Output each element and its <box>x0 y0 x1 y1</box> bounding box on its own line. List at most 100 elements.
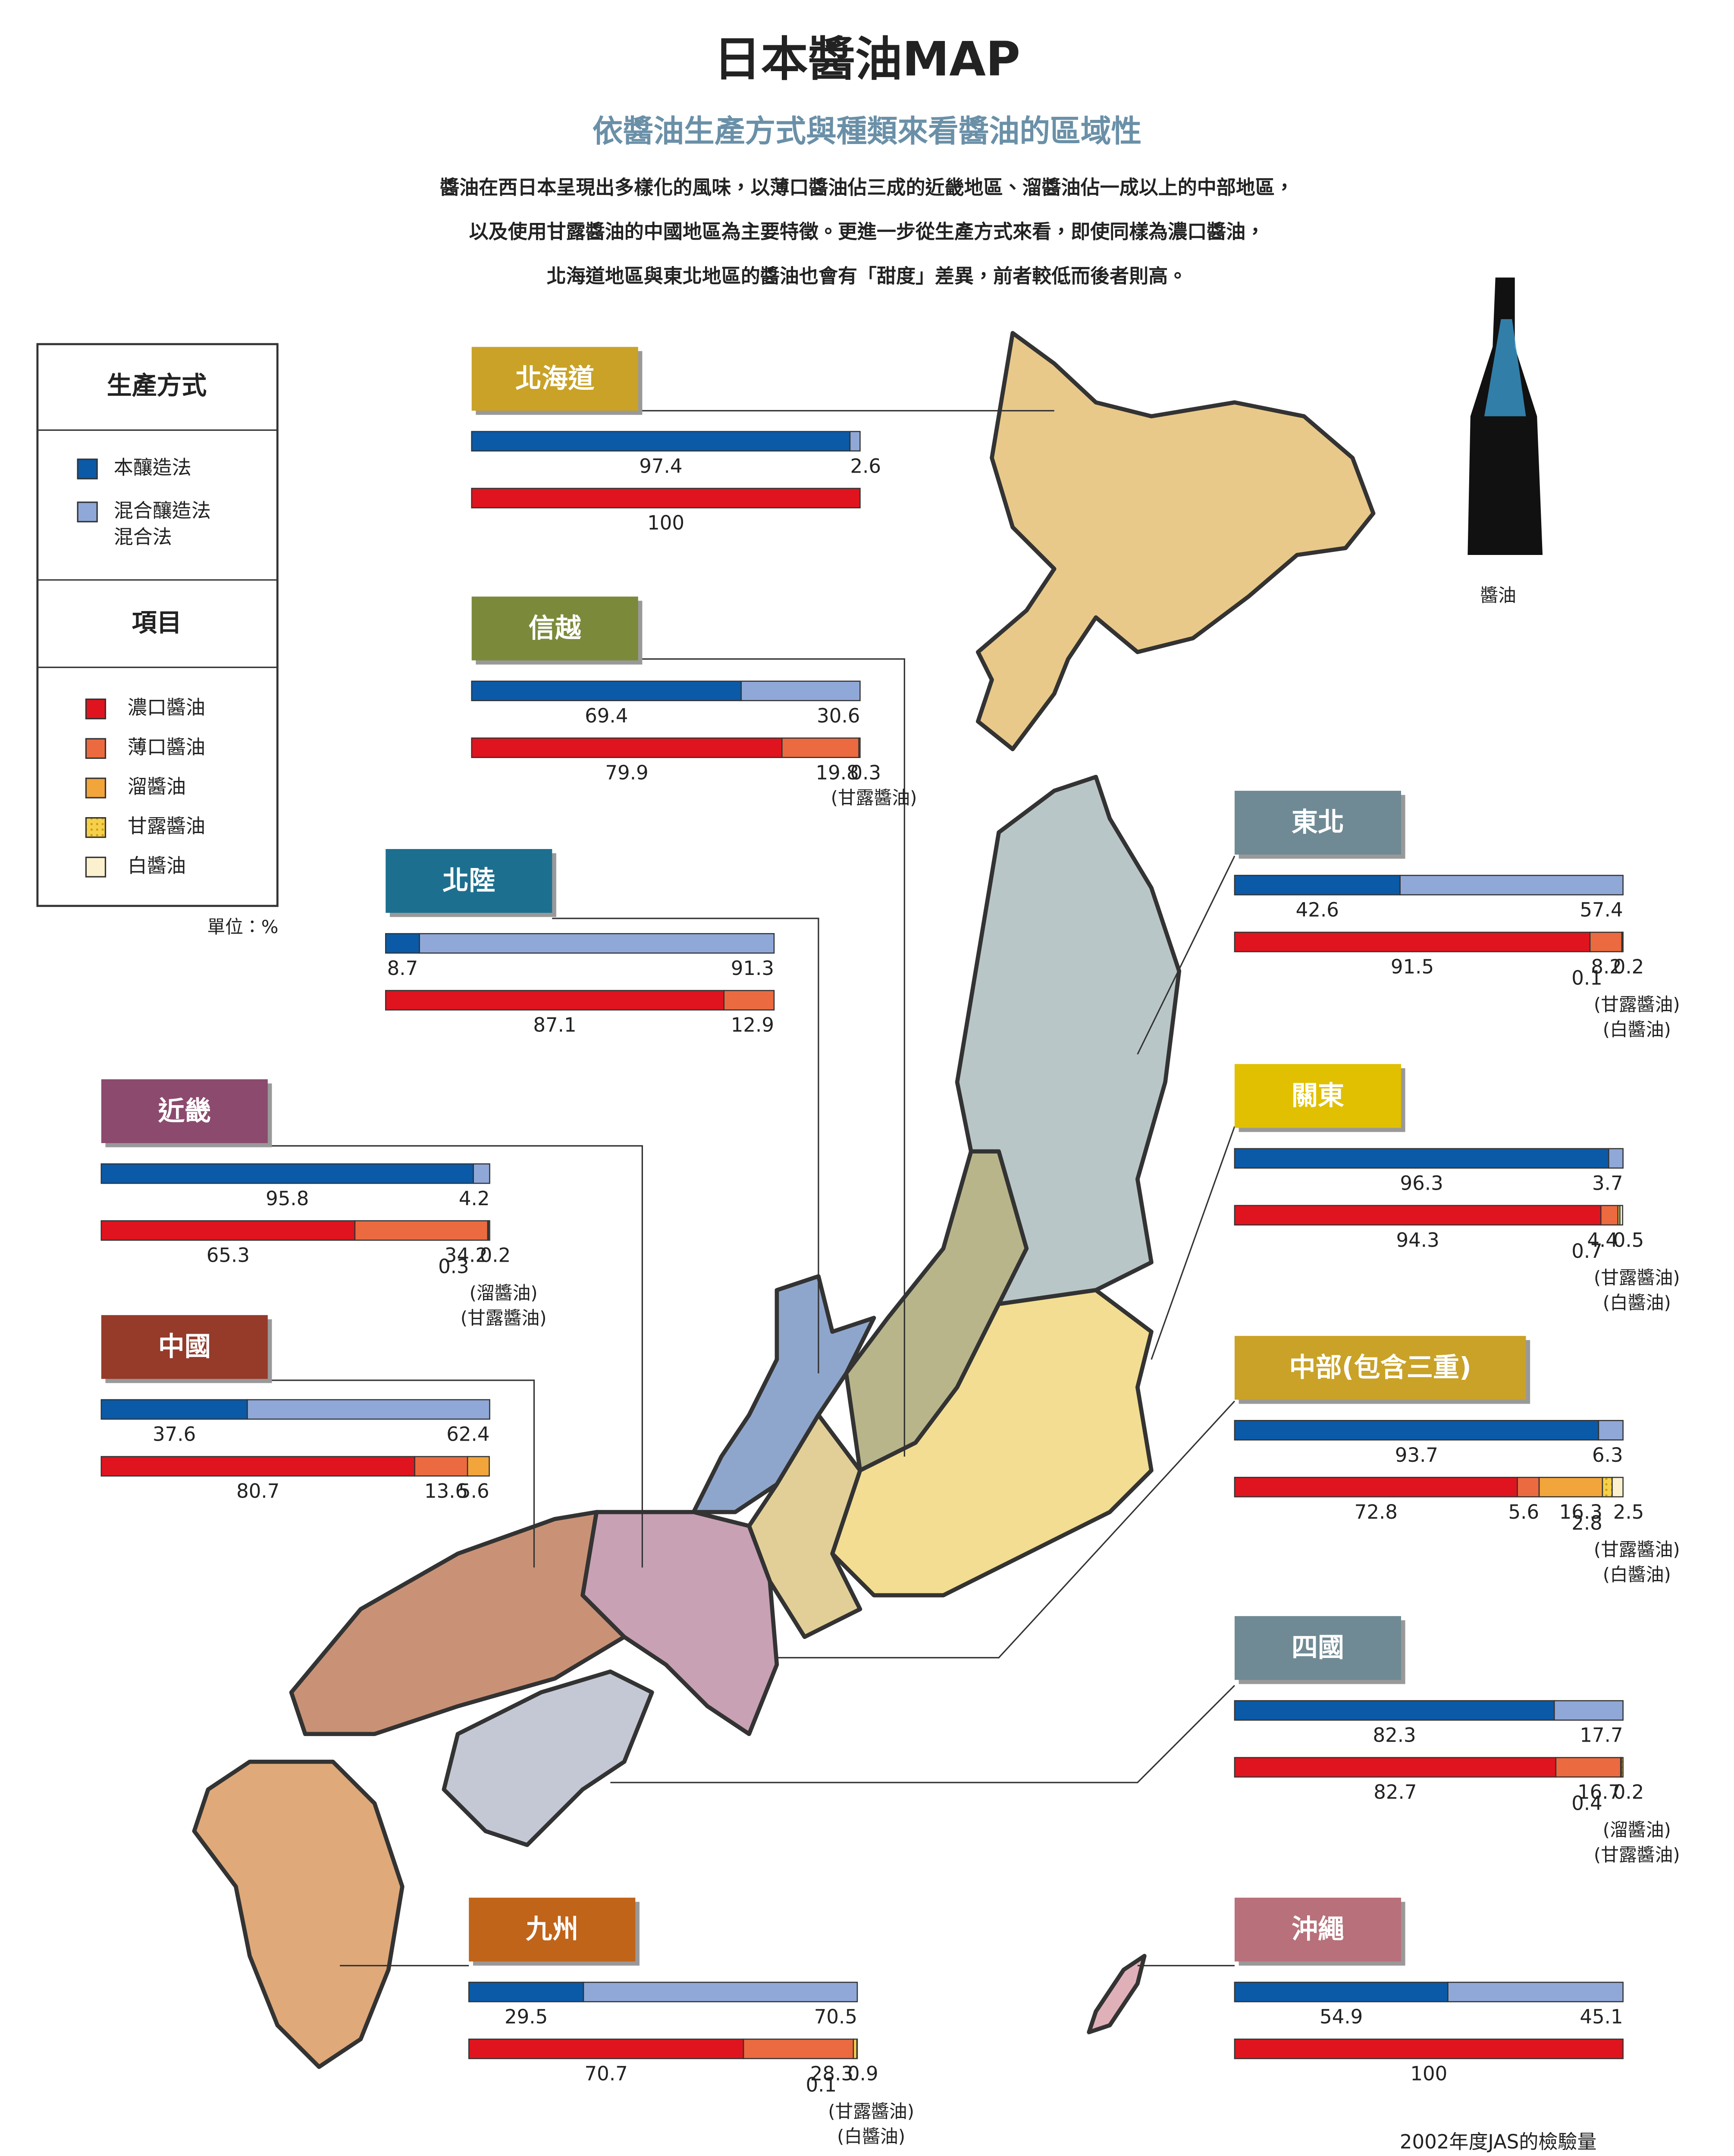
bar-segment <box>100 1220 356 1241</box>
value-label: 0.2 <box>1613 956 1644 978</box>
bar-segment <box>1600 1205 1619 1226</box>
note-label: (甘露醬油) <box>1594 1539 1680 1560</box>
value-label: 12.9 <box>731 1014 774 1037</box>
note-label: (溜醬油) <box>470 1282 538 1304</box>
bar-segment <box>473 1163 490 1184</box>
bar-segment <box>419 933 775 954</box>
region-name: 北陸 <box>442 865 495 896</box>
value-label: 70.5 <box>814 2006 857 2028</box>
value-label: 0.2 <box>1613 1781 1644 1804</box>
bar-segment <box>1399 874 1624 896</box>
legend-swatch <box>85 856 107 877</box>
bar-segment <box>740 680 861 702</box>
legend-swatch <box>85 817 107 838</box>
title: 日本醬油MAP <box>714 31 1020 87</box>
bar-segment <box>1602 1476 1613 1498</box>
bar-segment <box>100 1399 248 1420</box>
value-label: 91.3 <box>731 957 774 980</box>
value-label: 96.3 <box>1400 1172 1443 1194</box>
source: 2002年度JAS的檢驗量 <box>1400 2130 1597 2153</box>
legend-label: 本釀造法 <box>114 456 191 479</box>
region-header <box>471 347 638 411</box>
subtitle: 依醬油生產方式與種類來看醬油的區域性 <box>593 113 1142 149</box>
region-header <box>1234 1616 1401 1680</box>
bar-segment <box>468 2038 744 2059</box>
region-name: 沖繩 <box>1292 1914 1344 1945</box>
legend-swatch <box>85 738 107 759</box>
note-label: (白醬油) <box>837 2126 905 2147</box>
leader-lines <box>263 410 1235 1967</box>
note-label: (甘露醬油) <box>1594 1844 1680 1865</box>
region-name: 近畿 <box>158 1096 211 1126</box>
region-header <box>101 1315 268 1379</box>
bar-segment <box>385 933 420 954</box>
value-label: 65.3 <box>207 1244 250 1267</box>
value-label: 16.7 <box>1577 1781 1621 1804</box>
value-label: 16.3 <box>1559 1501 1602 1523</box>
note-label: (甘露醬油) <box>1594 994 1680 1015</box>
region-header <box>1234 1064 1401 1128</box>
value-label: 62.4 <box>446 1423 489 1446</box>
legend-swatch <box>77 458 98 479</box>
legend: 生產方式 項目 <box>36 343 279 907</box>
value-label: 13.6 <box>424 1480 467 1503</box>
value-label: 34.2 <box>445 1244 488 1267</box>
description: 醬油在西日本呈現出多樣化的風味，以薄口醬油佔三成的近畿地區、溜醬油佔一成以上的中… <box>440 176 1294 199</box>
note-label: (甘露醬油) <box>1594 1267 1680 1288</box>
region-header <box>1234 1336 1526 1400</box>
value-label: 8.2 <box>1591 956 1622 978</box>
value-label: 0.5 <box>1613 1228 1644 1251</box>
value-label: 3.7 <box>1592 1172 1623 1194</box>
legend-swatch <box>85 698 107 720</box>
value-label: 70.7 <box>585 2062 628 2085</box>
region-header <box>471 596 638 661</box>
region-header <box>1234 790 1401 855</box>
bar-segment <box>354 1220 489 1241</box>
value-label: 0.9 <box>847 2062 878 2085</box>
bar-segment <box>100 1456 415 1477</box>
legend-label: 白醬油 <box>128 854 186 877</box>
region-header <box>469 1897 636 1962</box>
legend-label: 薄口醬油 <box>128 736 205 758</box>
region-name: 中國 <box>158 1332 211 1362</box>
bar-segment <box>1234 1205 1602 1226</box>
value-label: 5.6 <box>458 1480 489 1503</box>
region-name: 信越 <box>529 613 582 643</box>
value-label: 2.8 <box>1571 1512 1602 1535</box>
value-label: 95.8 <box>266 1187 309 1210</box>
bar-segment <box>468 1981 584 2002</box>
legend-heading: 生產方式 <box>107 371 207 400</box>
value-label: 0.2 <box>480 1244 511 1267</box>
value-label: 8.7 <box>387 957 418 980</box>
value-label: 6.3 <box>1592 1444 1623 1467</box>
value-label: 4.4 <box>1587 1228 1618 1251</box>
bar-segment <box>414 1456 468 1477</box>
note-label: (白醬油) <box>1603 1019 1671 1040</box>
value-label: 19.8 <box>815 761 859 784</box>
value-label: 100 <box>647 511 684 534</box>
value-label: 87.1 <box>533 1014 576 1037</box>
bar-segment <box>100 1163 474 1184</box>
value-label: 0.7 <box>1571 1240 1602 1263</box>
value-label: 100 <box>1410 2062 1447 2085</box>
value-label: 82.7 <box>1373 1781 1417 1804</box>
value-label: 5.6 <box>1508 1501 1540 1523</box>
value-label: 28.3 <box>810 2062 853 2085</box>
bar-segment <box>1608 1148 1624 1169</box>
bar-segment <box>1589 931 1623 953</box>
legend-label: 濃口醬油 <box>128 696 205 719</box>
bar-segment <box>1234 874 1401 896</box>
note-label: (溜醬油) <box>1603 1819 1671 1840</box>
bar-segment <box>1234 1700 1555 1721</box>
bar-segment <box>781 737 860 758</box>
value-label: 37.6 <box>153 1423 196 1446</box>
value-label: 2.5 <box>1613 1501 1644 1523</box>
bar-segment <box>1234 1476 1518 1498</box>
unit-label: 單位：% <box>207 916 278 937</box>
bar-segment <box>1234 931 1591 953</box>
value-label: 0.1 <box>806 2073 837 2096</box>
bar-segment <box>858 737 861 758</box>
value-label: 80.7 <box>236 1480 279 1503</box>
map <box>192 331 1376 2069</box>
